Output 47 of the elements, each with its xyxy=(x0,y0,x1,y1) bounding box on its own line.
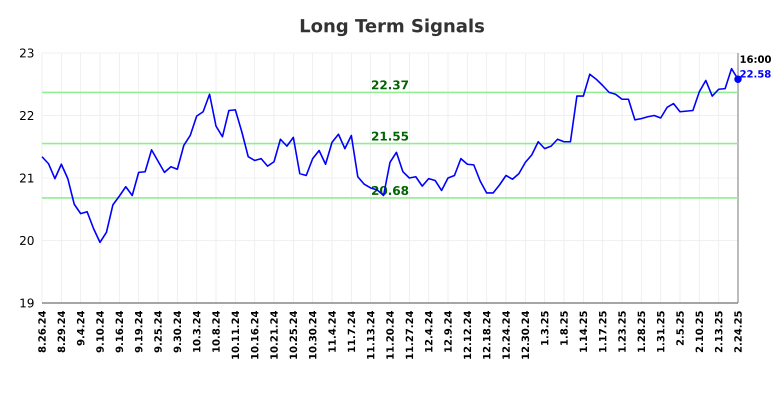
y-tick-label: 23 xyxy=(20,48,34,58)
x-tick-label: 1.28.25 xyxy=(638,311,646,352)
ref-line-label: 22.37 xyxy=(372,80,408,90)
x-tick-label: 9.10.24 xyxy=(96,310,104,352)
x-tick-label: 9.16.24 xyxy=(116,310,124,352)
x-tick-label: 11.20.24 xyxy=(386,310,394,359)
x-tick-label: 10.11.24 xyxy=(232,310,240,359)
x-tick-label: 2.13.25 xyxy=(714,311,722,352)
x-tick-label: 1.31.25 xyxy=(656,311,664,352)
x-tick-label: 10.25.24 xyxy=(290,310,298,359)
x-tick-label: 10.21.24 xyxy=(270,310,278,359)
x-tick-label: 11.7.24 xyxy=(348,310,356,352)
y-tick-label: 21 xyxy=(20,174,34,182)
ref-line-label: 21.55 xyxy=(372,132,408,141)
chart-title: Long Term Signals xyxy=(300,18,484,36)
x-tick-label: 8.29.24 xyxy=(58,310,66,352)
x-tick-label: 2.24.25 xyxy=(734,311,742,352)
x-tick-label: 12.24.24 xyxy=(502,310,510,359)
x-tick-label: 11.4.24 xyxy=(328,310,336,352)
x-tick-label: 9.30.24 xyxy=(174,310,182,352)
x-tick-label: 11.27.24 xyxy=(406,310,414,359)
x-tick-label: 10.3.24 xyxy=(192,310,200,352)
x-tick-label: 9.19.24 xyxy=(134,310,142,352)
x-tick-label: 12.9.24 xyxy=(444,310,452,352)
x-tick-label: 2.10.25 xyxy=(696,311,704,352)
x-tick-label: 11.13.24 xyxy=(366,310,374,359)
x-tick-label: 1.23.25 xyxy=(618,311,626,352)
x-tick-label: 2.5.25 xyxy=(676,311,684,346)
x-tick-label: 8.26.24 xyxy=(38,310,46,352)
annotation: 16:00 xyxy=(740,55,771,63)
x-tick-label: 1.8.25 xyxy=(560,311,568,345)
y-tick-label: 20 xyxy=(20,236,34,246)
x-tick-label: 1.17.25 xyxy=(598,311,606,352)
x-tick-label: 9.25.24 xyxy=(154,310,162,352)
x-tick-label: 12.30.24 xyxy=(522,310,530,359)
x-tick-label: 12.18.24 xyxy=(482,310,490,359)
x-tick-label: 10.30.24 xyxy=(308,310,316,359)
x-tick-label: 1.14.25 xyxy=(580,311,588,352)
x-tick-label: 12.12.24 xyxy=(464,310,472,359)
x-tick-label: 12.4.24 xyxy=(424,310,432,352)
x-tick-label: 9.4.24 xyxy=(76,310,84,346)
x-tick-label: 10.16.24 xyxy=(250,310,258,359)
x-tick-label: 10.8.24 xyxy=(212,310,220,352)
y-tick-label: 22 xyxy=(20,111,34,120)
x-tick-label: 1.3.25 xyxy=(540,311,548,345)
y-tick-label: 19 xyxy=(20,298,34,308)
data-label: 22.58 xyxy=(740,70,771,78)
